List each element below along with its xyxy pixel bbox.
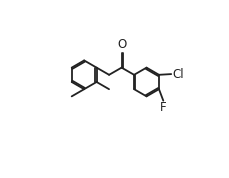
Text: F: F: [159, 101, 166, 114]
Text: Cl: Cl: [171, 68, 183, 81]
Text: O: O: [117, 38, 126, 51]
